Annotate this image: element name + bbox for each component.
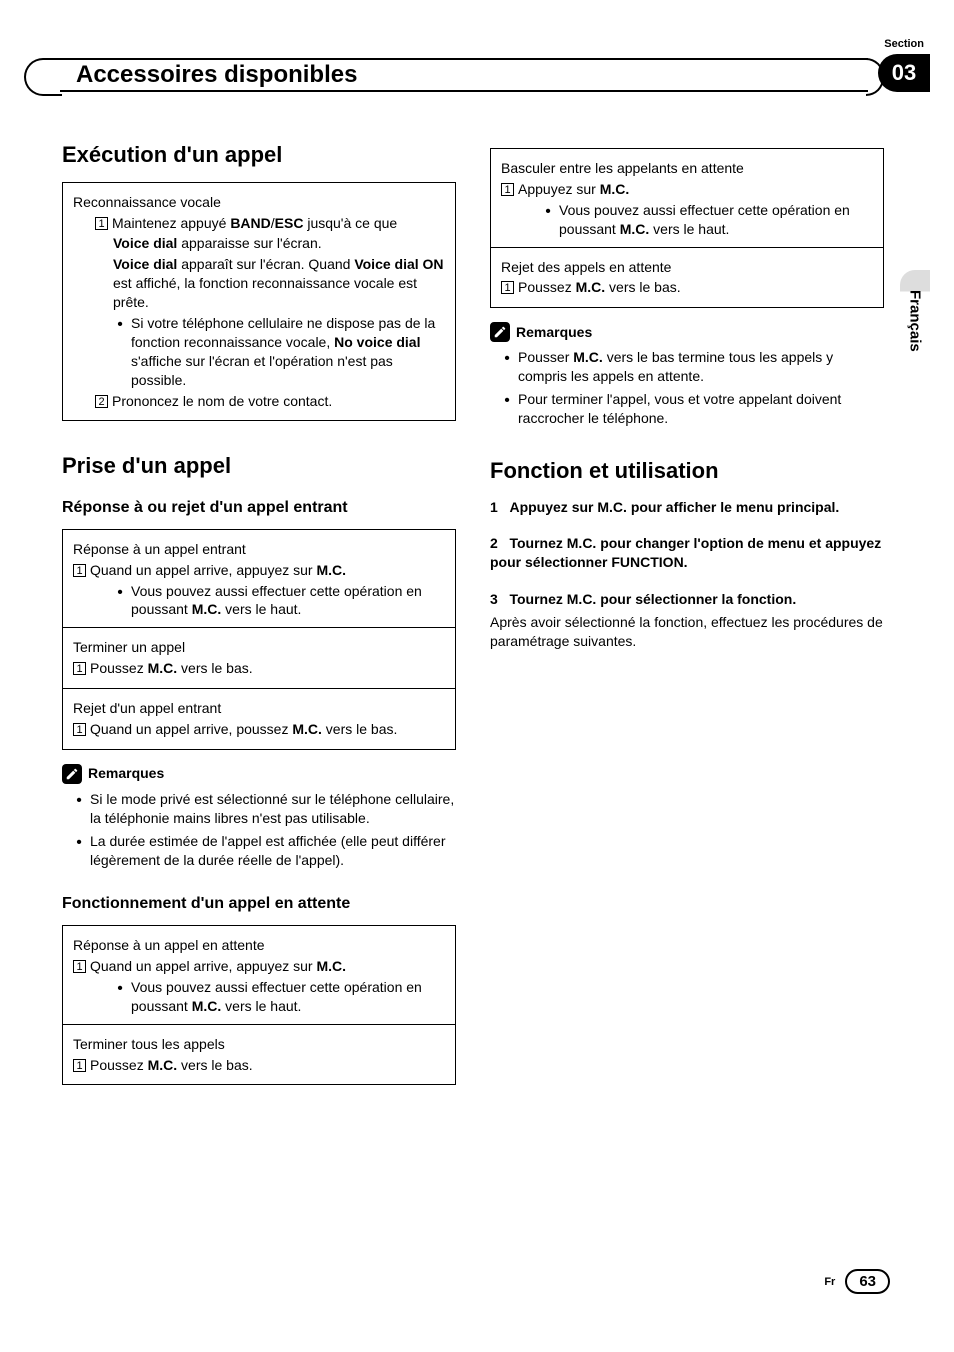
- box-terminer-tous: Terminer tous les appels 1Poussez M.C. v…: [62, 1025, 456, 1086]
- page-footer: Fr 63: [824, 1269, 890, 1294]
- bullet-no-voice-dial: Si votre téléphone cellulaire ne dispose…: [73, 314, 445, 390]
- right-column: Basculer entre les appelants en attente …: [490, 130, 884, 1232]
- box-title: Réponse à un appel en attente: [73, 936, 445, 955]
- box-basculer-attente: Basculer entre les appelants en attente …: [490, 148, 884, 248]
- box-voice-recognition: Reconnaissance vocale 1Maintenez appuyé …: [62, 182, 456, 422]
- heading-execution-appel: Exécution d'un appel: [62, 140, 456, 170]
- bullet-push-up: Vous pouvez aussi effectuer cette opérat…: [73, 978, 445, 1016]
- step-3-after: Après avoir sélectionné la fonction, eff…: [490, 613, 884, 651]
- box-terminer-appel: Terminer un appel 1Poussez M.C. vers le …: [62, 628, 456, 689]
- heading-reponse-rejet: Réponse à ou rejet d'un appel entrant: [62, 497, 456, 519]
- section-label: Section: [884, 38, 924, 50]
- box-title: Basculer entre les appelants en attente: [501, 159, 873, 178]
- box-title: Rejet d'un appel entrant: [73, 699, 445, 718]
- note-2: La durée estimée de l'appel est affichée…: [62, 832, 456, 870]
- footer-page-number: 63: [845, 1269, 890, 1294]
- language-tab: Français: [900, 270, 930, 390]
- step-1: 1Poussez M.C. vers le bas.: [501, 278, 873, 297]
- box-reponse-entrant: Réponse à un appel entrant 1Quand un app…: [62, 529, 456, 629]
- note-1: Si le mode privé est sélectionné sur le …: [62, 790, 456, 828]
- remarques-header-2: Remarques: [490, 322, 884, 342]
- line-2: Voice dial apparaît sur l'écran. Quand V…: [73, 255, 445, 312]
- step-1: 1Poussez M.C. vers le bas.: [73, 1056, 445, 1075]
- remarques-label: Remarques: [88, 764, 164, 783]
- remarques-label: Remarques: [516, 323, 592, 342]
- bullet-push-up: Vous pouvez aussi effectuer cette opérat…: [501, 201, 873, 239]
- section-number-badge: 03: [878, 54, 930, 92]
- step-1-cont: Voice dial apparaisse sur l'écran.: [73, 234, 445, 253]
- box-title: Terminer un appel: [73, 638, 445, 657]
- step-2: 2Prononcez le nom de votre contact.: [73, 392, 445, 411]
- box-rejet-attente: Rejet des appels en attente 1Poussez M.C…: [490, 248, 884, 309]
- step-1: 1Quand un appel arrive, appuyez sur M.C.: [73, 957, 445, 976]
- step-1: 1Poussez M.C. vers le bas.: [73, 659, 445, 678]
- step-2: 2 Tournez M.C. pour changer l'option de …: [490, 534, 884, 572]
- box-rejet-entrant: Rejet d'un appel entrant 1Quand un appel…: [62, 689, 456, 750]
- note-1: Pousser M.C. vers le bas termine tous le…: [490, 348, 884, 386]
- step-1: 1Quand un appel arrive, appuyez sur M.C.: [73, 561, 445, 580]
- box-title: Réponse à un appel entrant: [73, 540, 445, 559]
- pencil-icon: [490, 322, 510, 342]
- step-1: 1Quand un appel arrive, poussez M.C. ver…: [73, 720, 445, 739]
- step-1: 1Appuyez sur M.C.: [501, 180, 873, 199]
- left-column: Exécution d'un appel Reconnaissance voca…: [62, 130, 456, 1232]
- box-title: Rejet des appels en attente: [501, 258, 873, 277]
- language-tab-label: Français: [907, 290, 924, 352]
- step-1: 1Maintenez appuyé BAND/ESC jusqu'à ce qu…: [73, 214, 445, 233]
- heading-fonction-utilisation: Fonction et utilisation: [490, 456, 884, 486]
- box-reponse-attente: Réponse à un appel en attente 1Quand un …: [62, 925, 456, 1025]
- heading-prise-appel: Prise d'un appel: [62, 451, 456, 481]
- box-title: Terminer tous les appels: [73, 1035, 445, 1054]
- heading-appel-attente: Fonctionnement d'un appel en attente: [62, 893, 456, 915]
- footer-lang: Fr: [824, 1276, 835, 1288]
- chapter-title: Accessoires disponibles: [76, 61, 357, 89]
- bullet-push-up: Vous pouvez aussi effectuer cette opérat…: [73, 582, 445, 620]
- chapter-title-bar: Accessoires disponibles: [60, 58, 868, 92]
- remarques-header: Remarques: [62, 764, 456, 784]
- note-2: Pour terminer l'appel, vous et votre app…: [490, 390, 884, 428]
- pencil-icon: [62, 764, 82, 784]
- step-3: 3 Tournez M.C. pour sélectionner la fonc…: [490, 590, 884, 609]
- step-1: 1 Appuyez sur M.C. pour afficher le menu…: [490, 498, 884, 517]
- box-title: Reconnaissance vocale: [73, 193, 445, 212]
